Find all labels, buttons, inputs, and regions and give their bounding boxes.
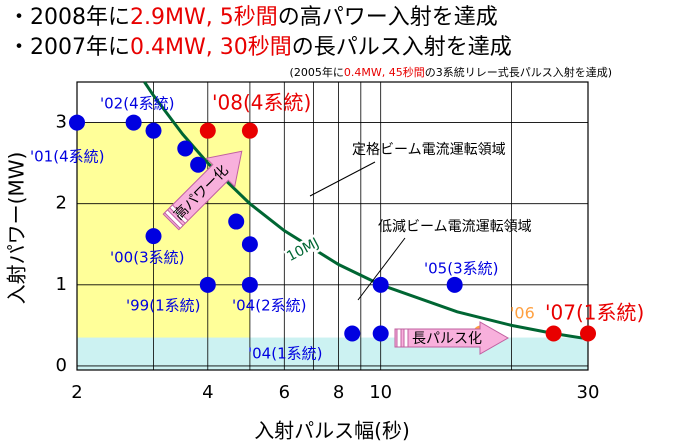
point <box>545 325 562 342</box>
annotation: '04(2系統) <box>232 297 306 315</box>
point <box>372 276 389 293</box>
note-part: の3系統リレー式長パルス入射を達成) <box>425 65 612 79</box>
point <box>199 276 216 293</box>
y-tick-label: 0 <box>56 355 67 376</box>
plot-border <box>76 81 589 371</box>
arrow-label: 長パルス化 <box>412 331 482 347</box>
annotation: 低減ビーム電流運転領域 <box>378 218 532 235</box>
arrow: 長パルス化 <box>394 321 510 355</box>
point <box>145 228 162 245</box>
annotation: '08(4系統) <box>212 91 311 115</box>
point <box>344 325 361 342</box>
annotation: '01(4系統) <box>30 148 104 166</box>
x-tick-label: 6 <box>279 382 290 403</box>
point <box>145 122 162 139</box>
subtitle-part: 0.4MW, 30秒間 <box>130 35 292 60</box>
subtitle-part: の長パルス入射を達成 <box>292 35 512 60</box>
point <box>241 276 258 293</box>
region <box>77 337 588 370</box>
point <box>241 236 258 253</box>
annotation: '07(1系統) <box>545 301 644 325</box>
leader-line <box>357 237 406 301</box>
title-part: 2.9MW, 5秒間 <box>130 5 278 30</box>
point <box>372 325 389 342</box>
title-part: ・2008年に <box>8 5 130 30</box>
chart-note: (2005年に0.4MW, 45秒間の3系統リレー式長パルス入射を達成) <box>290 65 612 79</box>
point <box>190 156 207 173</box>
curve-label: 10MJ <box>284 235 322 265</box>
note-part: 0.4MW, 45秒間 <box>344 65 425 79</box>
arrow-bar <box>168 204 189 225</box>
point <box>446 276 463 293</box>
point <box>199 122 216 139</box>
point <box>125 114 142 131</box>
annotation: '02(4系統) <box>100 95 174 113</box>
x-tick-label: 4 <box>202 382 213 403</box>
annotation: '06 <box>510 304 535 323</box>
annotation: '99(1系統) <box>126 297 200 315</box>
point <box>580 325 596 342</box>
x-tick-label: 2 <box>71 382 82 403</box>
y-tick-label: 3 <box>56 112 67 133</box>
annotation: 定格ビーム電流運転領域 <box>352 141 506 158</box>
x-tick-label: 30 <box>577 382 600 403</box>
arrow-bar <box>163 209 184 230</box>
point <box>69 114 85 131</box>
note-part: (2005年に <box>290 65 344 79</box>
x-axis-title: 入射パルス幅(秒) <box>254 419 410 443</box>
arrow-bar <box>403 328 409 348</box>
annotation: '00(3系統) <box>110 249 184 267</box>
chart-subtitle: ・2007年に0.4MW, 30秒間の長パルス入射を達成 <box>8 35 512 60</box>
point <box>228 213 245 230</box>
curve <box>143 81 589 341</box>
subtitle-part: ・2007年に <box>8 35 130 60</box>
x-tick-label: 10 <box>369 382 392 403</box>
leader-line <box>309 161 376 197</box>
arrow-shape <box>394 321 510 355</box>
title-part: の高パワー入射を達成 <box>278 5 498 30</box>
arrow-bar <box>396 328 402 348</box>
x-tick-label: 8 <box>333 382 344 403</box>
point <box>177 140 194 157</box>
chart-title: ・2008年に2.9MW, 5秒間の高パワー入射を達成 <box>8 5 498 30</box>
point <box>241 122 258 139</box>
annotation: '05(3系統) <box>424 260 498 278</box>
y-tick-label: 2 <box>56 193 67 214</box>
y-tick-label: 1 <box>56 274 67 295</box>
y-axis-title: 入射パワー(MW) <box>5 152 29 305</box>
annotation: '04(1系統) <box>248 345 322 363</box>
